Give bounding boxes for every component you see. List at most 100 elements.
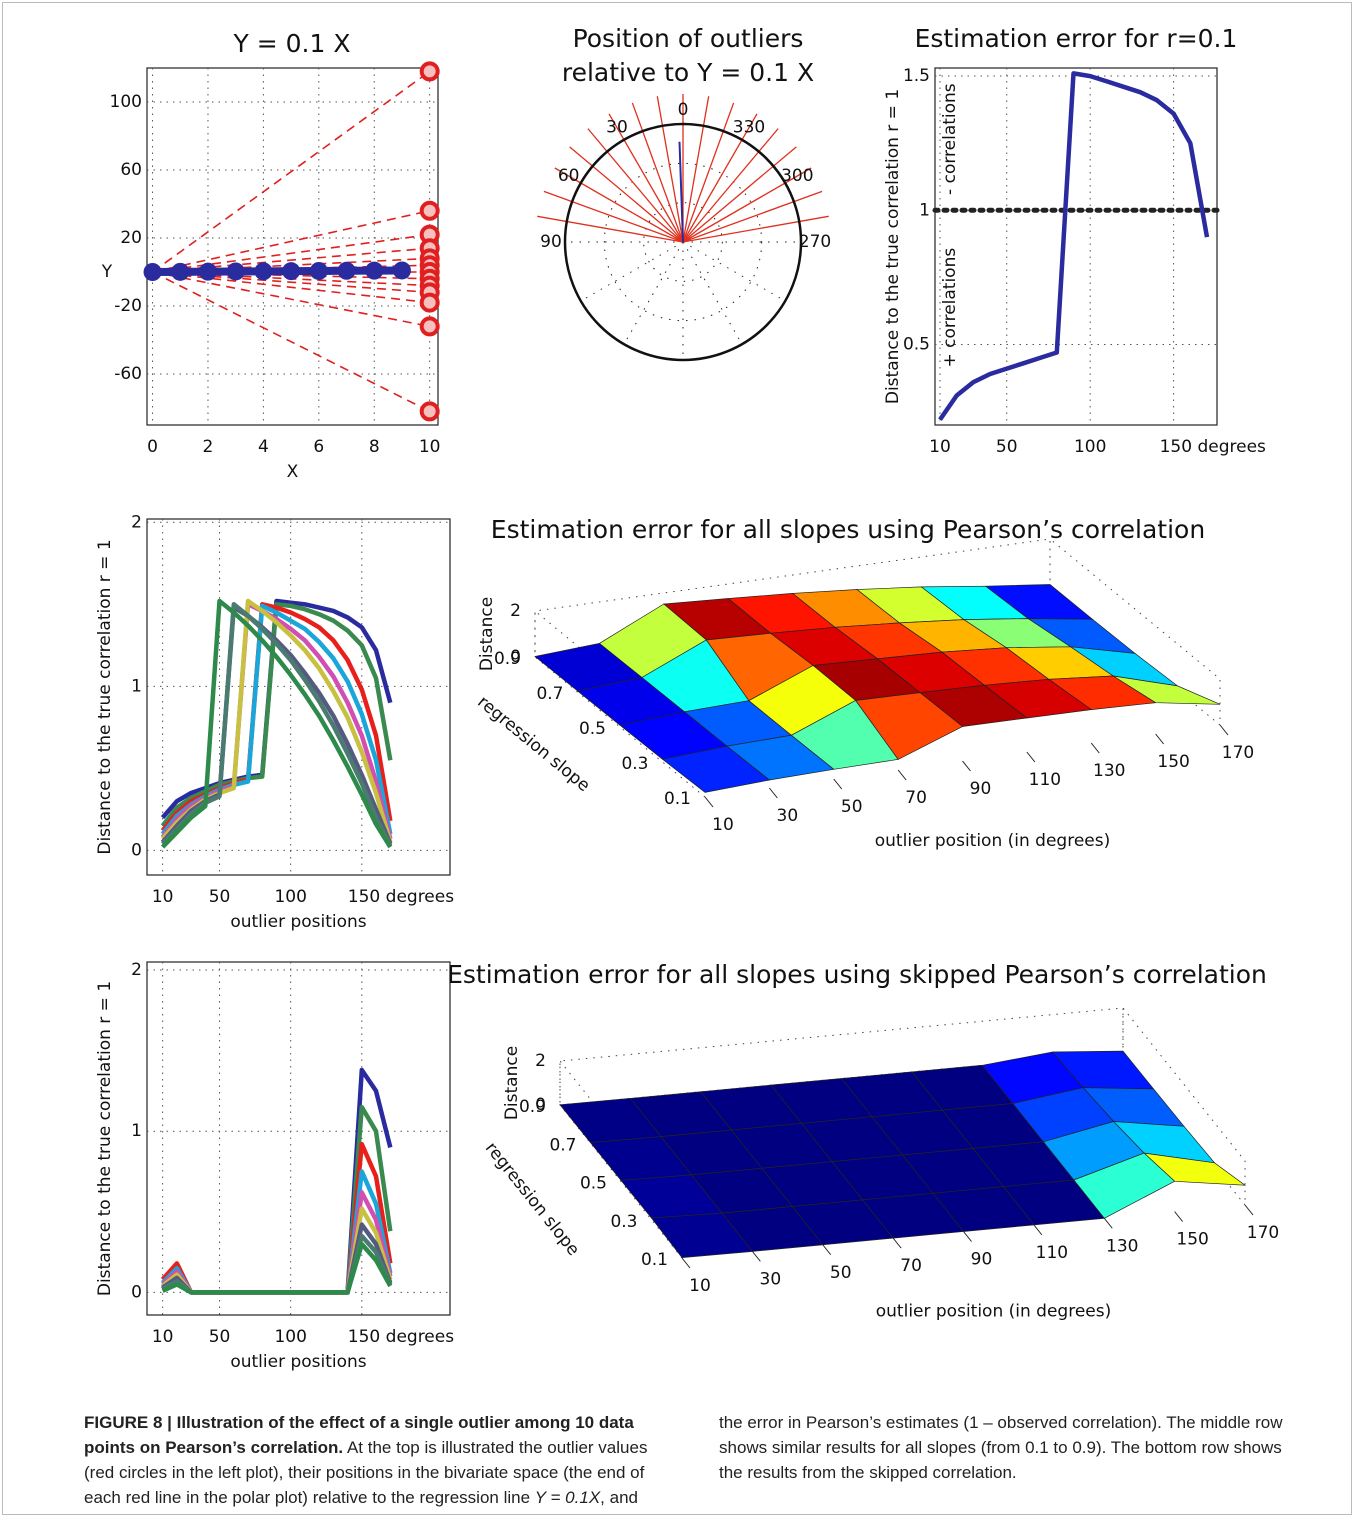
y-tick-label: 0.5 bbox=[580, 1174, 607, 1194]
data-line bbox=[160, 602, 393, 828]
x-tick-label: 90 bbox=[970, 779, 992, 799]
chart-title: relative to Y = 0.1 X bbox=[562, 58, 814, 87]
x-tick-label: 130 bbox=[1093, 761, 1125, 781]
y-axis-label: Distance to the true correlation r = 1 bbox=[95, 981, 115, 1296]
x-axis-label: outlier position (in degrees) bbox=[876, 1302, 1111, 1322]
y-tick-label: 0.3 bbox=[621, 754, 648, 774]
outlier-direction bbox=[587, 128, 684, 243]
y-tick-label: 0.3 bbox=[610, 1212, 637, 1232]
x-tick bbox=[704, 796, 714, 808]
outlier-ray bbox=[152, 271, 430, 304]
caption-body: At the top is illustrated the outlier va… bbox=[84, 1438, 648, 1507]
outlier-direction bbox=[682, 190, 823, 243]
plot-area bbox=[934, 67, 1218, 426]
theta-tick-label: 60 bbox=[558, 166, 580, 186]
outlier-direction bbox=[554, 167, 684, 243]
x-tick-label: 100 bbox=[274, 887, 306, 907]
plot-area bbox=[146, 518, 451, 876]
chart-title: Estimation error for r=0.1 bbox=[915, 24, 1238, 53]
outlier-point bbox=[419, 401, 440, 422]
x-tick-label: 170 bbox=[1247, 1223, 1279, 1243]
x-tick bbox=[681, 1257, 691, 1269]
caption-body: , and the error in Pearson’s estimates (… bbox=[600, 1413, 1283, 1507]
x-tick-label: 150 degrees bbox=[1160, 437, 1266, 457]
y-tick-label: 0.1 bbox=[641, 1250, 668, 1270]
x-tick-label: 150 bbox=[1157, 752, 1189, 772]
theta-tick-label: 270 bbox=[799, 232, 831, 252]
data-point bbox=[171, 262, 190, 281]
data-point bbox=[337, 261, 356, 280]
y-tick-label: 60 bbox=[120, 160, 142, 180]
data-point bbox=[226, 262, 245, 281]
x-tick bbox=[1103, 1217, 1113, 1229]
polar-grid bbox=[603, 162, 763, 322]
theta-tick-label: 300 bbox=[781, 166, 813, 186]
reference-direction bbox=[678, 141, 684, 243]
outlier-point bbox=[419, 200, 440, 221]
x-tick bbox=[892, 1237, 902, 1249]
x-tick bbox=[962, 760, 971, 772]
x-tick bbox=[1244, 1204, 1254, 1216]
x-tick-label: 90 bbox=[971, 1250, 993, 1270]
y-axis-label: Distance to the true correlation r = 1 bbox=[95, 539, 115, 854]
chart-title: Position of outliers bbox=[573, 24, 804, 53]
x-tick-label: 8 bbox=[369, 437, 380, 457]
plot-area bbox=[146, 961, 451, 1316]
y-tick-label: 2 bbox=[131, 512, 142, 532]
y-axis-label: Y bbox=[101, 262, 113, 282]
x-tick-label: 10 bbox=[712, 815, 734, 835]
x-tick-label: 110 bbox=[1036, 1243, 1068, 1263]
x-tick bbox=[768, 787, 778, 799]
x-tick-label: 100 bbox=[274, 1327, 306, 1347]
data-point bbox=[365, 261, 384, 280]
x-tick-label: 2 bbox=[203, 437, 214, 457]
outlier-direction bbox=[682, 113, 758, 243]
data-line bbox=[160, 602, 393, 847]
theta-tick-label: 0 bbox=[678, 100, 689, 120]
x-tick-label: 0 bbox=[147, 437, 158, 457]
x-tick bbox=[897, 769, 907, 781]
x-tick bbox=[1033, 1224, 1043, 1236]
y-tick-label: 0.9 bbox=[519, 1097, 546, 1117]
z-tick-label: 2 bbox=[510, 601, 521, 621]
y-tick-label: -60 bbox=[114, 364, 142, 384]
x-tick bbox=[963, 1231, 972, 1242]
data-point bbox=[282, 262, 301, 281]
x-tick-label: 50 bbox=[830, 1263, 852, 1283]
x-tick bbox=[1155, 733, 1165, 745]
x-tick-label: 70 bbox=[900, 1256, 922, 1276]
x-tick-label: 6 bbox=[313, 437, 324, 457]
data-line bbox=[160, 598, 393, 849]
x-axis-label: X bbox=[287, 462, 299, 482]
y-tick-label: 1 bbox=[131, 676, 142, 696]
x-axis-label: outlier positions bbox=[230, 912, 366, 932]
z-tick-label: 2 bbox=[535, 1051, 546, 1071]
outlier-direction bbox=[682, 102, 735, 243]
x-tick-label: 50 bbox=[209, 1327, 231, 1347]
polar-grid bbox=[682, 241, 786, 302]
y-tick-label: 0 bbox=[131, 840, 142, 860]
z-tick-label: 0 bbox=[535, 1095, 546, 1115]
x-tick-label: 50 bbox=[996, 437, 1018, 457]
y-tick-label: 100 bbox=[110, 92, 142, 112]
polar-grid bbox=[623, 241, 684, 345]
x-tick-label: 30 bbox=[777, 806, 799, 826]
x-tick-label: 130 bbox=[1106, 1236, 1138, 1256]
x-tick-label: 10 bbox=[152, 887, 174, 907]
outlier-direction bbox=[543, 190, 684, 243]
outlier-direction bbox=[537, 215, 684, 243]
y-tick-label: 2 bbox=[131, 960, 142, 980]
x-tick-label: 10 bbox=[419, 437, 441, 457]
data-point bbox=[198, 262, 217, 281]
outlier-direction bbox=[682, 128, 779, 243]
y-tick-label: 1 bbox=[919, 200, 930, 220]
caption: FIGURE 8 | Illustration of the effect of… bbox=[84, 1410, 1284, 1510]
theta-tick-label: 330 bbox=[733, 118, 765, 138]
surface-cell bbox=[650, 1212, 754, 1258]
polar-grid bbox=[643, 202, 723, 282]
caption-title: FIGURE 8 | Illustration of the effect of… bbox=[84, 1413, 634, 1457]
axis-wall bbox=[1122, 1006, 1246, 1207]
outlier-point bbox=[419, 316, 440, 337]
